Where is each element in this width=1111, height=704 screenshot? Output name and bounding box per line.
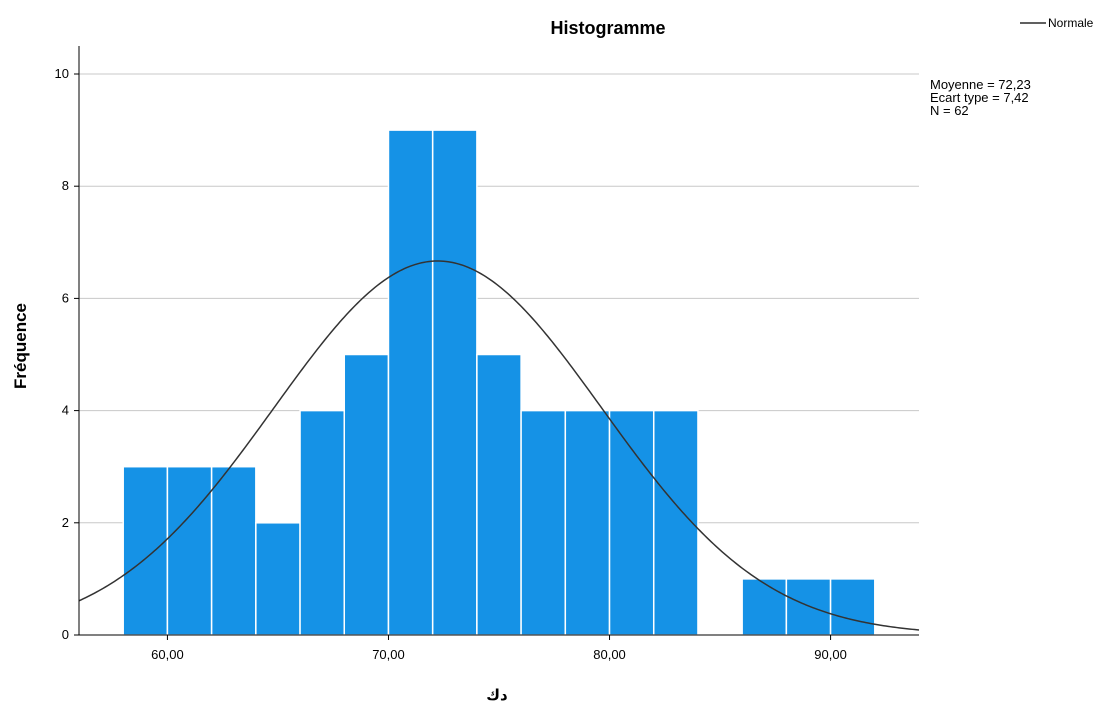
stat-n: N = 62 (930, 103, 969, 118)
x-axis-label: ﺩﻙ (486, 686, 508, 704)
legend: Normale (1020, 16, 1094, 30)
histogram-bar (652, 409, 699, 636)
y-tick-label: 10 (55, 66, 69, 81)
x-tick-labels: 60,00 70,00 80,00 90,00 (151, 635, 847, 662)
histogram-bar (122, 465, 169, 636)
histogram-bar (343, 353, 390, 636)
histogram-bar (564, 409, 611, 636)
histogram-bar (829, 578, 876, 636)
gridlines (79, 73, 919, 524)
stats-box: Moyenne = 72,23 Ecart type = 7,42 N = 62 (930, 77, 1031, 118)
histogram-bar (166, 465, 213, 636)
histogram-bar (741, 578, 788, 636)
histogram-bar (608, 409, 655, 636)
histogram-bar (299, 409, 346, 636)
histogram-bar (785, 578, 832, 636)
histogram-bar (476, 353, 522, 636)
x-tick-label: 90,00 (814, 647, 847, 662)
histogram-bar (255, 522, 301, 636)
y-tick-label: 0 (62, 627, 69, 642)
axes (78, 46, 919, 636)
legend-label-normale: Normale (1048, 16, 1094, 30)
y-tick-label: 2 (62, 515, 69, 530)
y-tick-label: 8 (62, 178, 69, 193)
normal-curve (78, 260, 920, 631)
y-axis-label: Fréquence (11, 303, 30, 389)
x-tick-label: 70,00 (372, 647, 405, 662)
y-tick-label: 6 (62, 290, 69, 305)
x-tick-label: 80,00 (593, 647, 626, 662)
chart-title: Histogramme (550, 18, 665, 38)
y-tick-labels: 0 2 4 6 8 10 (55, 66, 79, 642)
histogram-bars (122, 129, 876, 636)
histogram-bar (210, 465, 257, 636)
y-tick-label: 4 (62, 403, 69, 418)
histogram-bar (520, 409, 567, 636)
stat-std-dev: Ecart type = 7,42 (930, 90, 1029, 105)
x-tick-label: 60,00 (151, 647, 184, 662)
histogram-bar (387, 129, 434, 636)
stat-mean: Moyenne = 72,23 (930, 77, 1031, 92)
histogram-bar (431, 129, 478, 636)
